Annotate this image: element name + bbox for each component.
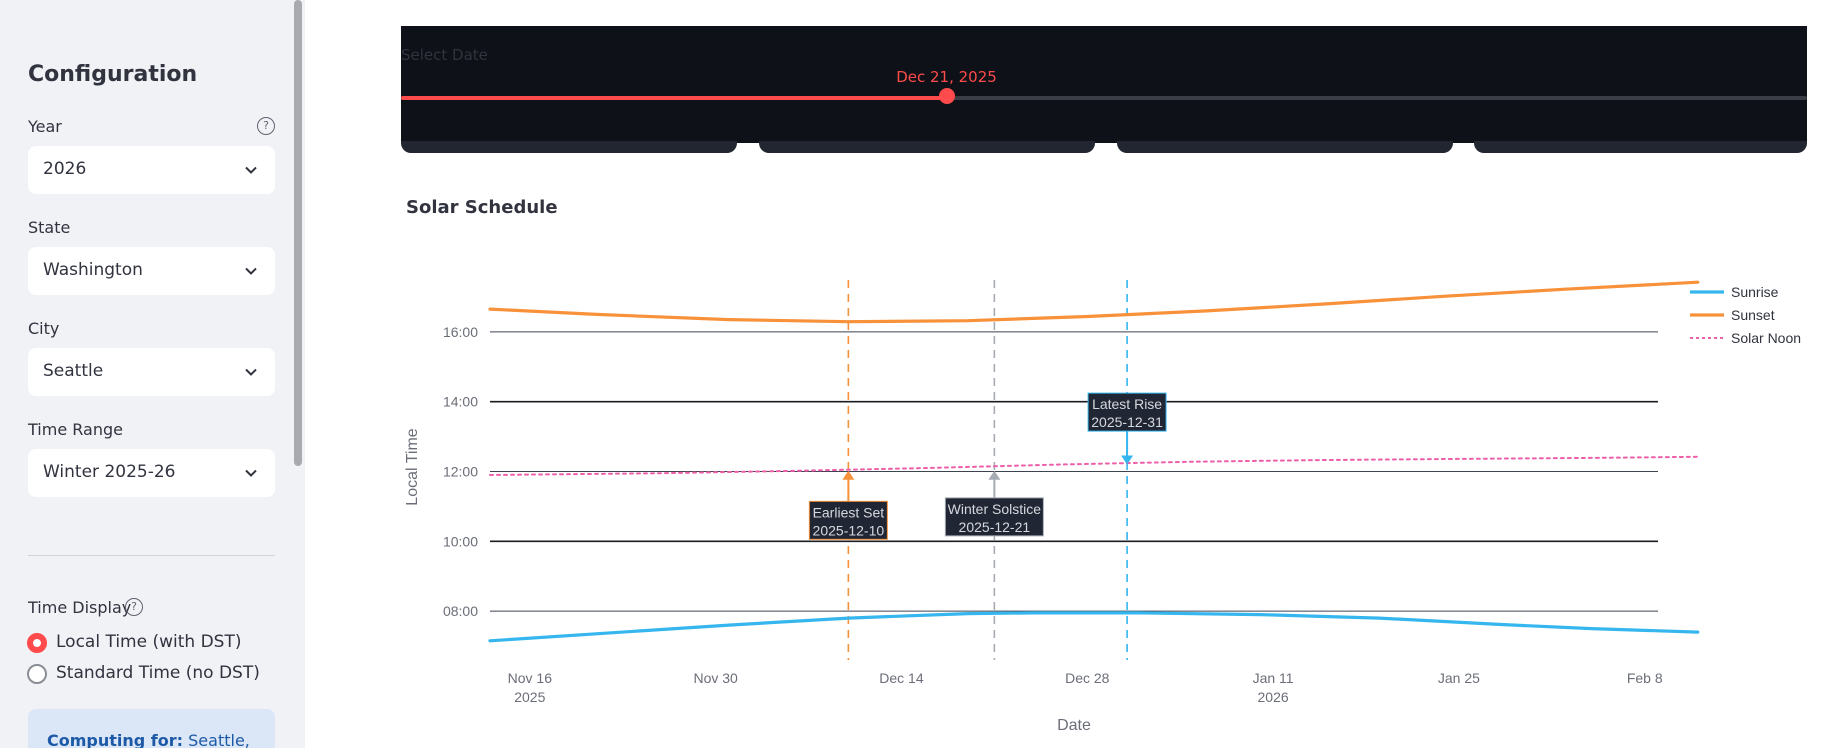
state-select-value: Washington [43, 260, 143, 280]
year-select-value: 2026 [43, 159, 87, 179]
annotation-title: Latest Rise [1092, 396, 1162, 412]
event-annotation: Winter Solstice 2025-12-21 [944, 470, 1044, 537]
chevron-down-icon [245, 166, 257, 174]
slider-value: Dec 21, 2025 [896, 68, 997, 86]
event-annotation: Earliest Set 2025-12-10 [808, 470, 888, 540]
chevron-down-icon [245, 267, 257, 275]
annotation-date: 2025-12-31 [1091, 414, 1163, 430]
slider-track[interactable] [401, 96, 1807, 100]
annotation-box [808, 500, 888, 540]
x-tick-label: Jan 11 [1253, 670, 1294, 686]
arrow-up-icon [988, 470, 1001, 480]
y-tick-label: 08:00 [443, 603, 478, 619]
slider-label: Select Date [401, 46, 488, 64]
info-box: Computing for: Seattle, [28, 709, 275, 748]
state-select[interactable]: Washington [28, 247, 275, 295]
series-line-solar-noon [489, 455, 1699, 476]
slider-thumb[interactable] [938, 88, 955, 104]
info-prefix: Computing for: [47, 731, 184, 748]
city-select[interactable]: Seattle [28, 348, 275, 396]
sidebar-title: Configuration [28, 62, 198, 87]
x-tick-label: Feb 8 [1627, 670, 1663, 686]
chevron-down-icon [245, 368, 257, 376]
x-tick-label: Nov 30 [693, 670, 738, 686]
x-tick-label: Nov 16 [508, 670, 553, 686]
time-display-label: Time Display [28, 598, 132, 617]
help-icon[interactable]: ? [257, 117, 275, 135]
legend-label: Sunset [1731, 307, 1775, 323]
legend-label: Sunrise [1731, 284, 1779, 300]
sidebar-divider [28, 555, 275, 556]
year-label: Year [28, 117, 62, 136]
annotation-title: Earliest Set [813, 504, 885, 520]
y-tick-label: 10:00 [443, 533, 478, 549]
y-tick-label: 12:00 [443, 463, 478, 479]
annotation-date: 2025-12-21 [959, 519, 1031, 535]
annotation-box [944, 497, 1044, 537]
x-tick-label: Jan 25 [1438, 670, 1480, 686]
radio-button[interactable] [27, 664, 47, 684]
year-select[interactable]: 2026 [28, 146, 275, 194]
event-annotation: Latest Rise 2025-12-31 [1087, 392, 1167, 465]
series-line-sunset [488, 280, 1700, 324]
time-range-select[interactable]: Winter 2025-26 [28, 449, 275, 497]
chevron-down-icon [245, 469, 257, 477]
help-icon[interactable]: ? [125, 598, 143, 616]
y-tick-label: 16:00 [443, 324, 478, 340]
state-label: State [28, 218, 71, 237]
arrow-down-icon [1121, 455, 1134, 465]
sidebar: Configuration Year ? 2026 State Washingt… [0, 0, 305, 748]
radio-button[interactable] [27, 633, 47, 653]
y-axis-title: Local Time [404, 428, 421, 505]
radio-label: Standard Time (no DST) [56, 663, 260, 683]
radio-label: Local Time (with DST) [56, 632, 242, 652]
arrow-up-icon [842, 470, 855, 480]
annotation-date: 2025-12-10 [813, 522, 885, 538]
series-line-sunrise [488, 611, 1700, 643]
sidebar-scrollbar[interactable] [294, 0, 302, 466]
x-tick-label: Dec 28 [1065, 670, 1110, 686]
annotation-box [1087, 392, 1167, 432]
time-range-select-value: Winter 2025-26 [43, 462, 176, 482]
city-select-value: Seattle [43, 361, 104, 381]
section-title: Solar Schedule [406, 197, 558, 218]
slider-fill [401, 96, 947, 100]
city-label: City [28, 319, 60, 338]
date-slider-panel: Select Date Dec 21, 2025 [401, 26, 1807, 143]
metric-card [401, 141, 737, 153]
x-tick-year-label: 2026 [1258, 689, 1289, 705]
time-range-label: Time Range [28, 420, 123, 439]
annotation-title: Winter Solstice [948, 501, 1042, 517]
metric-card [1117, 141, 1453, 153]
legend-label: Solar Noon [1731, 330, 1801, 346]
metric-card [759, 141, 1095, 153]
metric-card [1474, 141, 1807, 153]
x-tick-year-label: 2025 [514, 689, 545, 705]
x-axis-title: Date [1057, 717, 1091, 734]
x-tick-label: Dec 14 [879, 670, 924, 686]
info-text: Computing for: Seattle, [47, 731, 250, 748]
y-tick-label: 14:00 [443, 394, 478, 410]
info-value: Seattle, [188, 731, 250, 748]
